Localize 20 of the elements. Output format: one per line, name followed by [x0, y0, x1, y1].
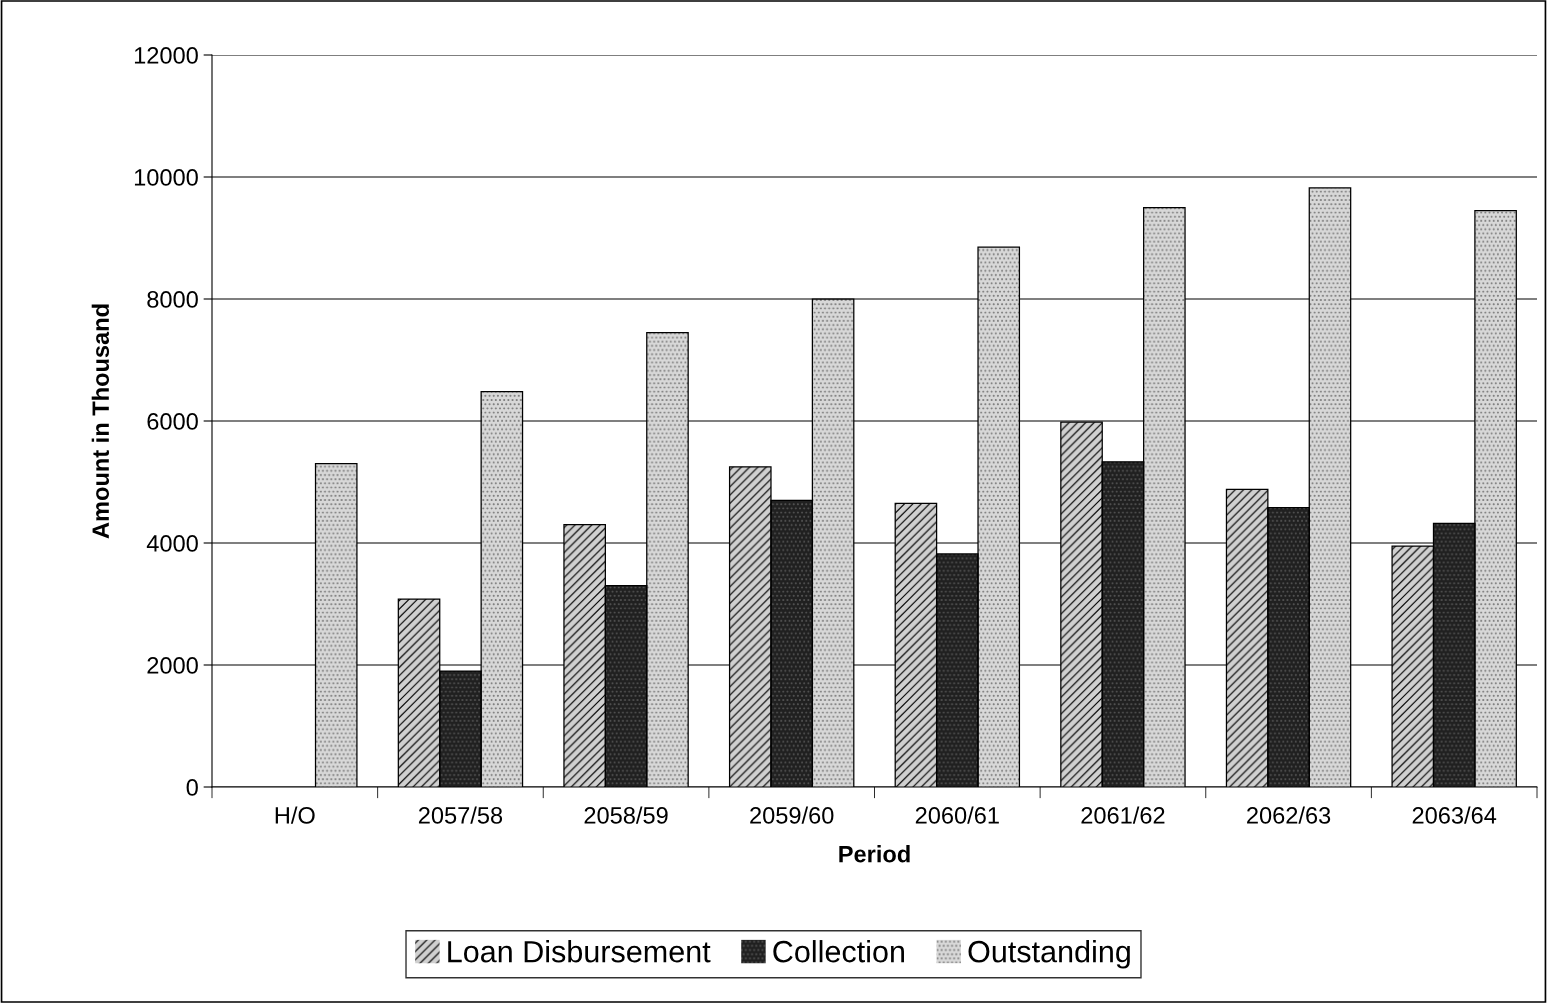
y-tick-label: 12000 — [134, 47, 198, 64]
x-tick-label: 2057/58 — [418, 806, 503, 824]
x-tick-label: 2059/60 — [750, 806, 834, 824]
legend-label: Outstanding — [968, 940, 1130, 969]
legend-label: Loan Disbursement — [448, 940, 711, 963]
y-tick-label: 6000 — [147, 413, 198, 430]
y-tick-label: 10000 — [134, 169, 198, 186]
x-axis-title: Period — [839, 845, 910, 863]
y-axis-title: Amount in Thousand — [91, 304, 110, 539]
y-tick-label: 2000 — [147, 657, 198, 674]
y-tick-label: 4000 — [146, 535, 198, 552]
x-tick-label: H/O — [275, 806, 315, 824]
y-tick-label: 0 — [186, 779, 198, 796]
y-tick-label: 8000 — [147, 291, 198, 308]
x-tick-label: 2060/61 — [915, 806, 999, 824]
x-tick-label: 2062/63 — [1247, 806, 1331, 824]
x-tick-label: 2061/62 — [1081, 806, 1165, 824]
x-tick-label: 2058/59 — [584, 806, 668, 824]
x-tick-label: 2063/64 — [1412, 806, 1497, 824]
legend-label: Collection — [773, 940, 904, 963]
